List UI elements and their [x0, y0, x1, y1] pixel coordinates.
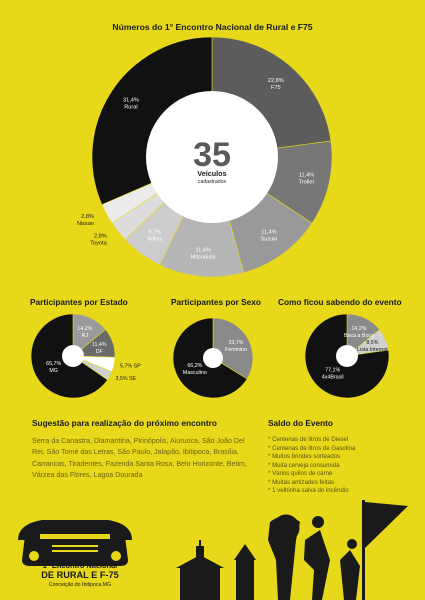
balance-title: Saldo do Evento	[268, 418, 333, 428]
slice-value-masculino: 66,2%	[187, 363, 202, 369]
slice-label-rural: Rural	[124, 105, 137, 111]
vehicles-pie-chart: 22,8%F7511,4%Troller11,4%Suzuki11,4%Mits…	[77, 36, 333, 278]
slice-value-boca-a-boca: 14,2%	[351, 326, 366, 332]
slice-value-4x4brasil: 77,1%	[325, 367, 340, 373]
slice-label-mg: MG	[49, 368, 58, 374]
center-hole	[62, 345, 84, 367]
slice-value-troller: 11,4%	[299, 173, 314, 179]
logo-line1: 1° Encontro Nacional	[42, 561, 118, 570]
suggestions-title: Sugestão para realização do próximo enco…	[32, 418, 217, 428]
hikers-silhouette	[268, 514, 360, 600]
balance-item: Centenas de litros de Gasolina	[268, 445, 355, 454]
balance-item: Muitas amizades feitas	[268, 479, 355, 488]
slice-value-rj: 14,2%	[77, 326, 92, 332]
slice-value-nissan: 2,8%	[81, 214, 94, 220]
center-label-registered: cadastrados	[198, 179, 227, 185]
slice-value-feminino: 33,7%	[229, 340, 244, 346]
logo-line3: Conceição do Ibitipoca MG	[48, 582, 112, 588]
car-emblem	[18, 520, 132, 566]
center-hole	[336, 345, 358, 367]
slice-value-mitsubishi: 11,4%	[195, 248, 210, 254]
slice-label-4x4brasil: 4x4Brasil	[322, 374, 344, 380]
page-title: Números do 1° Encontro Nacional de Rural…	[112, 22, 313, 32]
slice-label-suzuki: Suzuki	[261, 237, 278, 243]
slice-label-masculino: Masculino	[183, 370, 207, 376]
slice-value-willys: 5,7%	[148, 229, 161, 235]
slice-value-f75: 22,8%	[268, 78, 284, 84]
slice-label-nissan: Nissan	[77, 221, 94, 227]
slice-label-df: DF	[96, 349, 104, 355]
slice-value-df: 11,4%	[92, 342, 107, 348]
balance-list: Centenas de litros de DieselCentenas de …	[268, 436, 355, 496]
slice-label-lista-internet: Lista Internet	[357, 347, 388, 353]
slice-value-rural: 31,4%	[123, 98, 139, 104]
balance-item: Muita cerveja consumida	[268, 462, 355, 471]
balance-item: 1 velhinha salva do incêndio	[268, 487, 355, 496]
center-hole	[203, 348, 223, 368]
slice-label-f75: F75	[271, 85, 281, 91]
slice-como-ficou-sabendo-do-evento-4x4brasil	[304, 313, 390, 399]
logo-emblem	[18, 500, 408, 600]
flag-silhouette	[362, 500, 408, 600]
balance-item: Centenas de litros de Diesel	[268, 436, 355, 445]
slice-label-boca-a-boca: Boca a Boca	[344, 333, 374, 339]
slice-label-sp: 5,7% SP	[120, 363, 141, 369]
balance-item: Muitos brindes sorteados	[268, 453, 355, 462]
center-label-vehicles: Veículos	[197, 169, 226, 178]
slice-value-mg: 65,7%	[46, 361, 61, 367]
slice-value-suzuki: 11,4%	[261, 230, 276, 236]
state-chart-title: Participantes por Estado	[30, 297, 128, 307]
center-hole	[146, 91, 278, 223]
center-number: 35	[193, 136, 231, 174]
slice-label-troller: Troller	[299, 180, 315, 186]
church-silhouette	[176, 540, 256, 600]
slice-label-rj: RJ	[82, 333, 89, 339]
slice-label-toyota: Toyota	[90, 240, 107, 246]
slice-label-willys: Willys	[148, 236, 163, 242]
slice-value-lista-internet: 8,5%	[366, 340, 378, 346]
slice-label-mitsubishi: Mitsubishi	[191, 255, 216, 261]
slice-participantes-por-sexo-feminino	[212, 317, 254, 380]
suggestions-text: Serra da Canastra, Diamantina, Pirinópol…	[32, 437, 247, 480]
slice-value-toyota: 2,8%	[94, 233, 107, 239]
slice-label-se: 3,5% SE	[115, 376, 136, 382]
gender-chart-title: Participantes por Sexo	[171, 297, 261, 307]
source-chart-title: Como ficou sabendo do evento	[278, 297, 402, 307]
logo-line2: DE RURAL E F-75	[41, 570, 119, 580]
balance-item: Vários quilos de carne	[268, 470, 355, 479]
slice-label-feminino: Feminino	[225, 347, 247, 353]
